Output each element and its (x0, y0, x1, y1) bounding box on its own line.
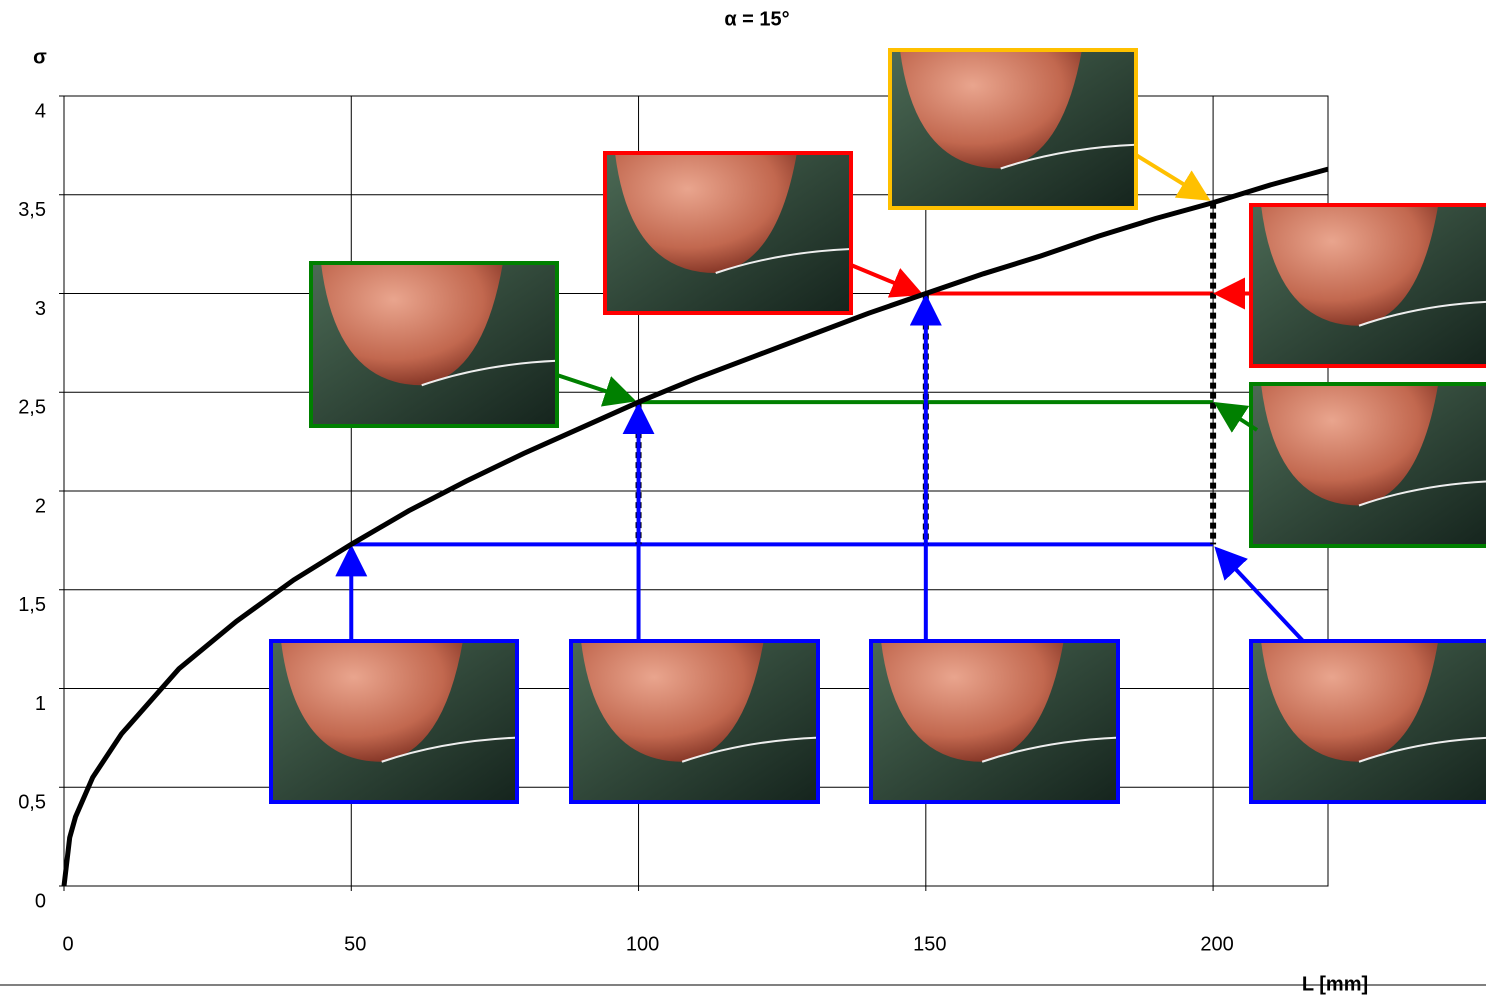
chart-title: α = 15° (724, 8, 789, 30)
arrow (557, 375, 633, 400)
y-tick-label: 1,5 (18, 594, 46, 616)
y-tick-label: 2,5 (18, 397, 46, 419)
y-tick-label: 4 (35, 100, 46, 122)
y-tick-label: 3,5 (18, 199, 46, 221)
y-tick-label: 0,5 (18, 792, 46, 814)
x-tick-label: 100 (626, 933, 659, 955)
arrow (1136, 155, 1207, 199)
y-tick-label: 0 (35, 890, 46, 912)
arrow (851, 265, 920, 294)
chart: α = 15° σ L [mm] 0 0,5 1 1,5 2 2,5 3 3,5 4 0 50 100… (0, 0, 1486, 1000)
y-tick-label: 3 (35, 298, 46, 320)
photos (271, 50, 1486, 802)
x-tick-label: 0 (62, 933, 73, 955)
x-tick-label: 50 (344, 933, 366, 955)
x-tick-label: 200 (1200, 933, 1233, 955)
y-tick-label: 2 (35, 495, 46, 517)
y-tick-label: 1 (35, 693, 46, 715)
arrow (1217, 549, 1303, 641)
x-tick-label: 150 (913, 933, 946, 955)
y-axis-label: σ (33, 46, 47, 68)
x-axis-label: L [mm] (1302, 973, 1368, 995)
